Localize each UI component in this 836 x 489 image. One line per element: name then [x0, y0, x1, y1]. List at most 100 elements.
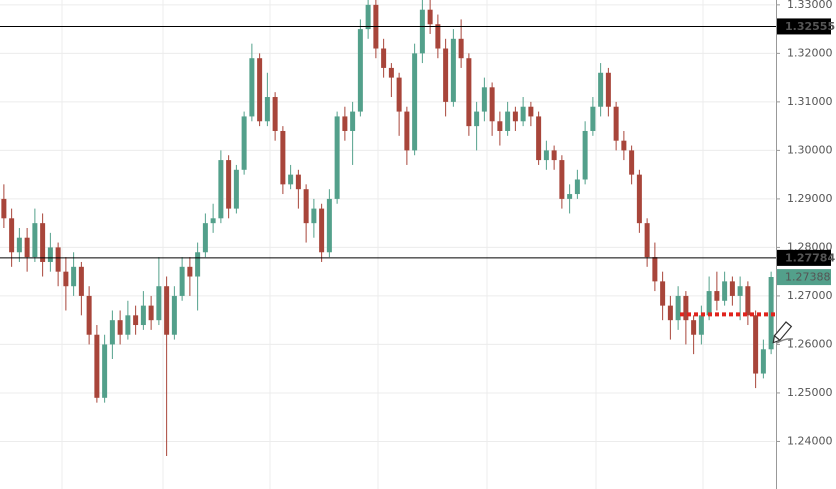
candle-body: [528, 106, 534, 117]
current-price-box: [777, 269, 831, 286]
price-axis: 1.240001.250001.260001.270001.280001.290…: [776, 0, 835, 447]
candle-body: [629, 150, 635, 175]
candle-body: [753, 315, 759, 374]
candle-body: [187, 266, 193, 277]
candle-body: [334, 116, 340, 199]
candle-body: [319, 208, 325, 253]
candle-body: [210, 218, 216, 224]
candles: [1, 0, 774, 457]
candle-body: [195, 252, 201, 277]
candle-body: [133, 315, 139, 326]
candle-body: [512, 111, 518, 122]
candle-body: [357, 29, 363, 112]
candle-body: [481, 87, 487, 112]
candle-body: [737, 286, 743, 296]
candle-body: [311, 208, 317, 224]
candle-body: [9, 218, 15, 253]
candle-body: [365, 4, 371, 30]
candle-body: [543, 150, 549, 161]
y-tick-label: 1.31000: [787, 95, 833, 108]
y-tick-label: 1.33000: [787, 0, 833, 11]
candle-body: [71, 266, 77, 287]
candle-body: [109, 320, 115, 345]
candle-body: [551, 150, 557, 161]
candle-body: [218, 160, 224, 219]
candle-body: [272, 97, 278, 131]
candle-body: [466, 58, 472, 127]
current-price-label: 1.27388: [785, 271, 831, 284]
grid: [0, 4, 775, 442]
candle-body: [102, 344, 108, 398]
candle-body: [722, 281, 728, 301]
candle-body: [388, 67, 394, 78]
candle-body: [55, 247, 61, 272]
pencil-stroke: [776, 338, 794, 344]
candle-body: [249, 58, 255, 117]
candle-body: [86, 295, 92, 335]
candle-body: [412, 53, 418, 151]
candle-body: [16, 237, 22, 253]
candle-body: [280, 130, 286, 185]
candle-body: [202, 223, 208, 253]
candle-body: [698, 315, 704, 335]
pencil-tip: [772, 334, 781, 344]
candle-body: [536, 116, 542, 161]
candle-body: [156, 286, 162, 321]
candle-body: [288, 174, 294, 185]
vertical-grid: [61, 0, 704, 489]
candle-body: [652, 257, 658, 282]
candle-body: [241, 116, 247, 170]
candle-body: [140, 305, 146, 326]
candle-body: [458, 38, 464, 59]
y-tick-label: 1.29000: [787, 192, 833, 205]
candle-body: [706, 291, 712, 316]
candle-body: [497, 121, 503, 131]
price-label: 1.27784: [785, 251, 835, 264]
candle-body: [264, 97, 270, 122]
y-tick-label: 1.26000: [787, 337, 833, 350]
candle-body: [450, 38, 456, 102]
candle-body: [295, 174, 301, 190]
candle-body: [714, 291, 720, 301]
candle-body: [94, 334, 100, 398]
candle-body: [590, 106, 596, 131]
price-label: 1.32555: [785, 20, 835, 33]
candle-body: [691, 320, 697, 335]
overlay: [0, 25, 776, 317]
candle-body: [644, 223, 650, 258]
candle-body: [171, 295, 177, 335]
candle-body: [47, 247, 53, 262]
candle-body: [179, 266, 185, 296]
candle-body: [621, 140, 627, 151]
candle-body: [63, 271, 69, 287]
candle-body: [675, 295, 681, 321]
candle-body: [381, 48, 387, 68]
candle-body: [683, 295, 689, 321]
candle-body: [303, 189, 309, 224]
y-tick-label: 1.25000: [787, 386, 833, 399]
candle-body: [419, 9, 425, 54]
candle-body: [605, 72, 611, 107]
candle-body: [164, 286, 170, 335]
candle-body: [24, 237, 30, 258]
candle-body: [117, 320, 123, 335]
candle-body: [598, 72, 604, 107]
candle-body: [474, 111, 480, 127]
candle-body: [574, 179, 580, 195]
candle-body: [613, 106, 619, 141]
candle-body: [760, 349, 766, 374]
candle-body: [505, 111, 511, 131]
candle-body: [233, 169, 239, 209]
candle-body: [40, 223, 46, 262]
pencil-icon[interactable]: [771, 321, 793, 345]
candle-body: [489, 87, 495, 122]
candle-body: [443, 48, 449, 102]
candle-body: [32, 223, 38, 258]
candle-body: [559, 160, 565, 199]
y-tick-label: 1.32000: [787, 46, 833, 59]
candle-body: [660, 281, 666, 306]
y-tick-label: 1.27000: [787, 289, 833, 302]
candle-body: [427, 9, 433, 25]
candle-body: [1, 198, 7, 219]
candle-body: [729, 281, 735, 296]
